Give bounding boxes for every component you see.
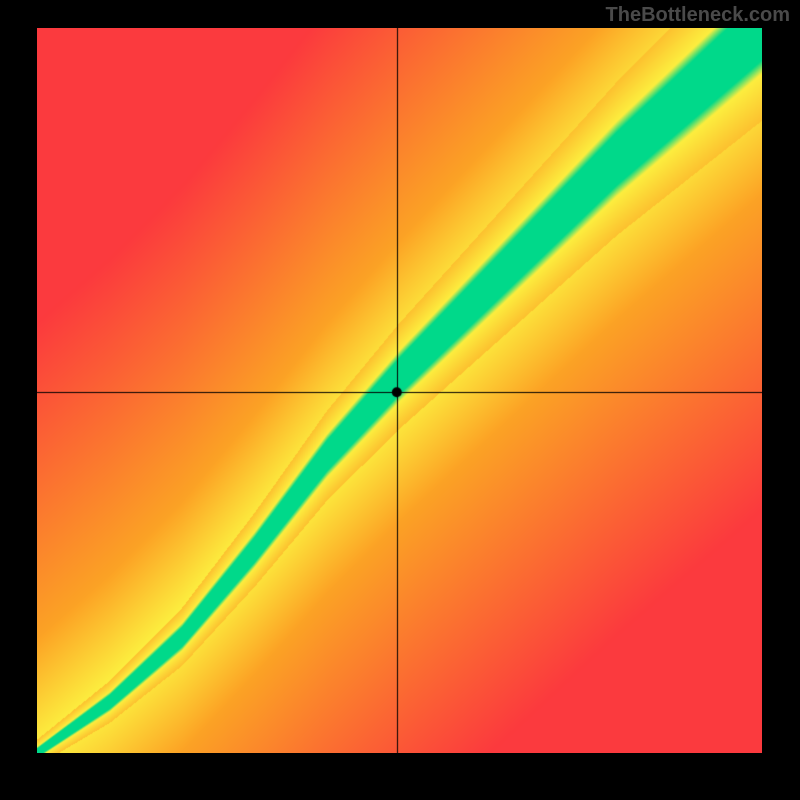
heatmap-canvas — [37, 28, 762, 753]
watermark-text: TheBottleneck.com — [606, 4, 790, 27]
heatmap-plot — [37, 28, 762, 753]
